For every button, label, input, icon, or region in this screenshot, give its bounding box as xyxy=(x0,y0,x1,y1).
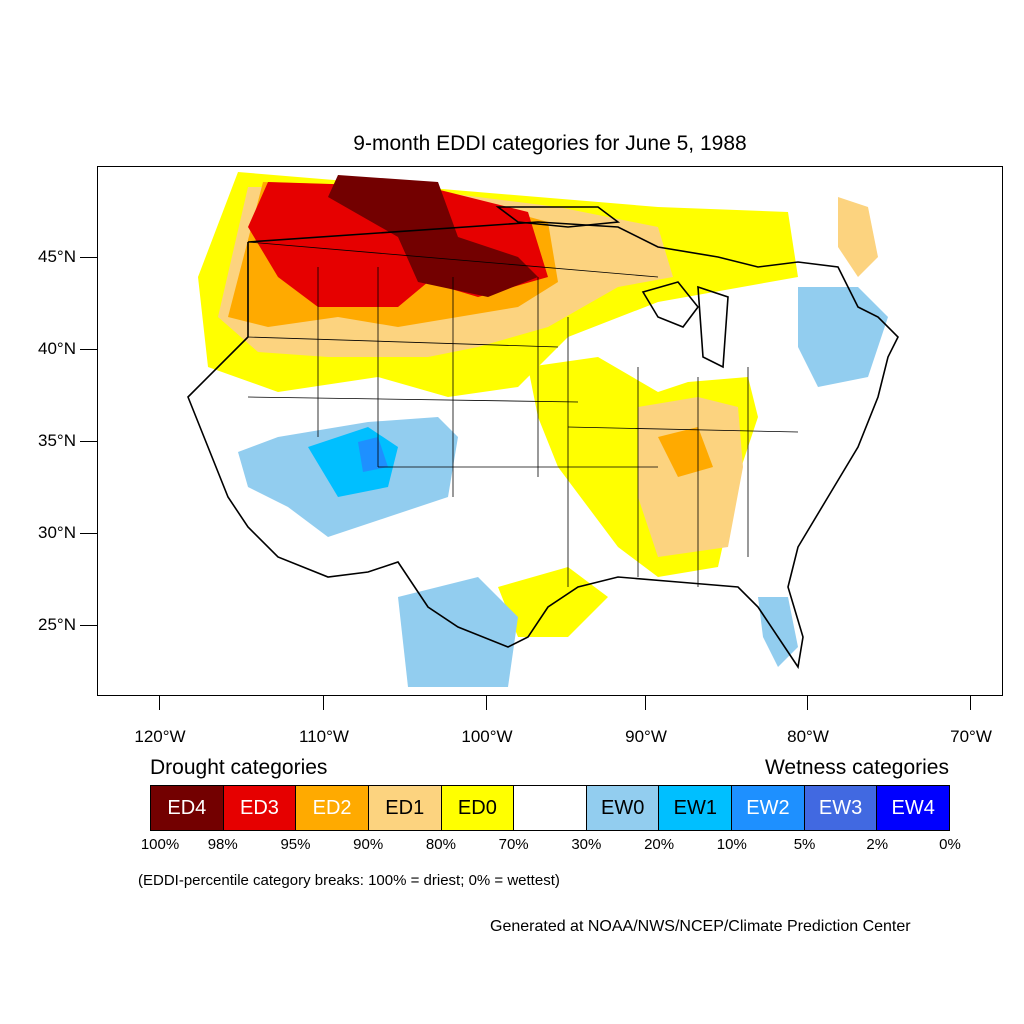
lon-label-90: 90°W xyxy=(625,727,667,746)
percent-break-label: 70% xyxy=(498,836,529,853)
legend-swatch-ed0: ED0 xyxy=(441,786,515,830)
drought-heading: Drought categories xyxy=(150,756,328,779)
percent-break-label: 30% xyxy=(571,836,602,853)
lon-tick xyxy=(970,696,971,710)
legend-swatch-ed4: ED4 xyxy=(151,786,224,830)
lon-label-80: 80°W xyxy=(787,727,829,746)
percent-break-label: 20% xyxy=(644,836,675,853)
lat-label-40: 40°N xyxy=(38,339,76,358)
lat-label-45: 45°N xyxy=(38,247,76,266)
percent-break-label: 0% xyxy=(939,836,961,853)
legend-swatch-normal xyxy=(514,786,587,830)
lon-tick xyxy=(486,696,487,710)
lat-label-30: 30°N xyxy=(38,523,76,542)
coastline-borders xyxy=(187,206,899,670)
lat-tick xyxy=(80,441,97,442)
eddi-map xyxy=(187,172,899,687)
legend-swatch-ed3: ED3 xyxy=(223,786,297,830)
lon-label-100: 100°W xyxy=(461,727,513,746)
legend-swatch-ed1: ED1 xyxy=(368,786,442,830)
map-panel xyxy=(97,166,1003,696)
lat-label-35: 35°N xyxy=(38,431,76,450)
state-borders xyxy=(247,241,799,587)
wetness-heading: Wetness categories xyxy=(764,756,949,779)
percent-break-label: 10% xyxy=(716,836,747,853)
percent-break-label: 90% xyxy=(353,836,384,853)
legend-swatch-ew3: EW3 xyxy=(804,786,878,830)
lat-label-25: 25°N xyxy=(38,615,76,634)
lat-tick xyxy=(80,349,97,350)
percent-break-label: 80% xyxy=(425,836,456,853)
legend-swatch-ew0: EW0 xyxy=(586,786,660,830)
percent-break-label: 5% xyxy=(793,836,816,853)
lat-tick xyxy=(80,533,97,534)
lon-label-120: 120°W xyxy=(134,727,186,746)
legend-swatch-ew1: EW1 xyxy=(659,786,733,830)
drought-regions xyxy=(198,172,878,637)
category-note: (EDDI-percentile category breaks: 100% =… xyxy=(138,872,560,889)
lon-label-110: 110°W xyxy=(299,727,349,746)
legend-swatch-ew4: EW4 xyxy=(877,786,950,830)
lon-tick xyxy=(645,696,646,710)
map-title: 9-month EDDI categories for June 5, 1988 xyxy=(353,132,747,155)
percent-break-label: 95% xyxy=(280,836,311,853)
percent-break-label: 98% xyxy=(207,836,238,853)
category-colorbar: ED4 ED3 ED2 ED1 ED0 EW0 EW1 EW2 EW3 EW4 xyxy=(150,785,950,831)
lat-tick xyxy=(80,625,97,626)
lon-tick xyxy=(159,696,160,710)
lon-label-70: 70°W xyxy=(950,727,992,746)
legend-swatch-ew2: EW2 xyxy=(732,786,805,830)
legend-swatch-ed2: ED2 xyxy=(296,786,369,830)
wetness-regions xyxy=(238,287,888,687)
credit-line: Generated at NOAA/NWS/NCEP/Climate Predi… xyxy=(490,918,911,935)
lon-tick xyxy=(323,696,324,710)
lat-tick xyxy=(80,257,97,258)
lon-tick xyxy=(807,696,808,710)
percent-break-label: 2% xyxy=(866,836,889,853)
percent-break-label: 100% xyxy=(140,836,180,853)
